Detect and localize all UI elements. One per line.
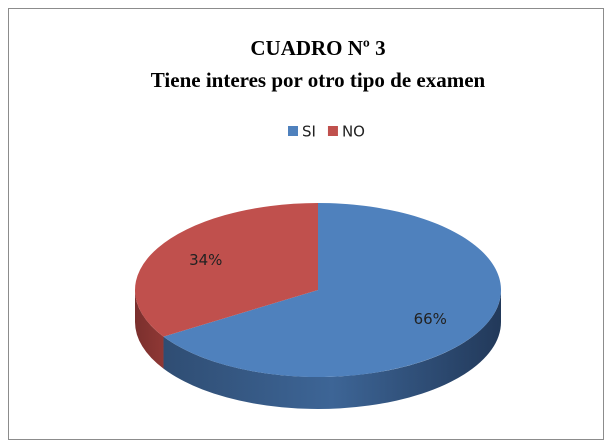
pie-side: [135, 290, 164, 369]
legend-label: NO: [342, 123, 365, 141]
legend-swatch: [288, 126, 298, 136]
chart-title: CUADRO Nº 3: [250, 36, 385, 60]
chart-subtitle: Tiene interes por otro tipo de examen: [151, 68, 486, 92]
data-label: 34%: [189, 251, 222, 269]
data-label: 66%: [414, 310, 447, 328]
legend-label: SI: [302, 123, 316, 141]
pie-slice: [163, 203, 502, 378]
legend-swatch: [327, 126, 338, 136]
pie-slice: [135, 203, 318, 337]
pie-side: [163, 290, 502, 409]
